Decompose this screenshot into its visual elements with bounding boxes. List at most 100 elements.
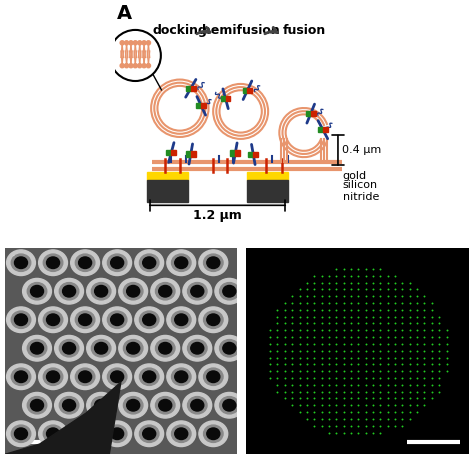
Bar xyxy=(311,111,316,116)
Circle shape xyxy=(183,279,212,304)
Circle shape xyxy=(103,250,132,275)
Circle shape xyxy=(142,41,146,45)
Circle shape xyxy=(110,314,124,325)
Circle shape xyxy=(75,368,95,386)
Bar xyxy=(166,150,171,155)
Circle shape xyxy=(43,368,63,386)
Circle shape xyxy=(46,428,60,440)
Circle shape xyxy=(143,314,156,325)
Circle shape xyxy=(55,279,83,304)
Circle shape xyxy=(207,257,220,269)
Circle shape xyxy=(75,311,95,328)
Circle shape xyxy=(79,371,91,382)
Circle shape xyxy=(43,425,63,442)
Text: B: B xyxy=(12,254,27,273)
Circle shape xyxy=(7,250,36,275)
Circle shape xyxy=(108,254,127,271)
Circle shape xyxy=(159,285,172,297)
Circle shape xyxy=(135,421,164,447)
Circle shape xyxy=(15,314,27,325)
Circle shape xyxy=(11,425,31,442)
Circle shape xyxy=(172,254,191,271)
Circle shape xyxy=(191,342,204,354)
Circle shape xyxy=(188,283,207,300)
Circle shape xyxy=(219,340,239,357)
Text: A: A xyxy=(117,4,132,22)
Circle shape xyxy=(27,397,47,414)
Circle shape xyxy=(119,336,147,361)
Circle shape xyxy=(63,285,75,297)
Text: fusion: fusion xyxy=(283,24,326,37)
Circle shape xyxy=(219,283,239,300)
Circle shape xyxy=(46,314,60,325)
Circle shape xyxy=(79,257,91,269)
Bar xyxy=(147,172,188,180)
Circle shape xyxy=(23,336,51,361)
Circle shape xyxy=(43,254,63,271)
Circle shape xyxy=(23,392,51,418)
Circle shape xyxy=(191,399,204,411)
Circle shape xyxy=(59,283,79,300)
Circle shape xyxy=(172,311,191,328)
Circle shape xyxy=(133,41,137,45)
Circle shape xyxy=(11,311,31,328)
Circle shape xyxy=(188,397,207,414)
Circle shape xyxy=(203,425,223,442)
Circle shape xyxy=(125,41,128,45)
Bar xyxy=(191,86,196,91)
Bar xyxy=(247,88,252,93)
Circle shape xyxy=(120,41,124,45)
Circle shape xyxy=(123,340,143,357)
Circle shape xyxy=(223,342,236,354)
Circle shape xyxy=(223,285,236,297)
Bar xyxy=(221,96,226,101)
Circle shape xyxy=(71,421,100,447)
Circle shape xyxy=(146,64,151,68)
Circle shape xyxy=(219,397,239,414)
Circle shape xyxy=(71,364,100,390)
Circle shape xyxy=(159,399,172,411)
Circle shape xyxy=(188,340,207,357)
Circle shape xyxy=(63,399,75,411)
Circle shape xyxy=(135,307,164,332)
Circle shape xyxy=(143,428,156,440)
Bar xyxy=(306,111,311,116)
Circle shape xyxy=(30,285,44,297)
Circle shape xyxy=(127,342,140,354)
Circle shape xyxy=(39,307,67,332)
Circle shape xyxy=(139,311,159,328)
Text: silicon
nitride: silicon nitride xyxy=(343,180,379,202)
Circle shape xyxy=(87,392,116,418)
Circle shape xyxy=(191,285,204,297)
Circle shape xyxy=(55,392,83,418)
Circle shape xyxy=(103,307,132,332)
Circle shape xyxy=(143,257,156,269)
Circle shape xyxy=(129,64,133,68)
Circle shape xyxy=(95,342,108,354)
Circle shape xyxy=(95,285,108,297)
Circle shape xyxy=(59,397,79,414)
Circle shape xyxy=(27,283,47,300)
Circle shape xyxy=(159,342,172,354)
Circle shape xyxy=(223,399,236,411)
Text: gold: gold xyxy=(343,171,367,181)
Bar xyxy=(226,96,230,101)
Circle shape xyxy=(7,364,36,390)
Circle shape xyxy=(87,336,116,361)
Circle shape xyxy=(175,257,188,269)
Circle shape xyxy=(39,250,67,275)
Circle shape xyxy=(15,257,27,269)
Circle shape xyxy=(172,368,191,386)
Circle shape xyxy=(137,41,142,45)
Circle shape xyxy=(123,283,143,300)
Circle shape xyxy=(127,285,140,297)
Circle shape xyxy=(139,425,159,442)
Circle shape xyxy=(55,336,83,361)
Bar xyxy=(247,180,288,202)
Circle shape xyxy=(183,392,212,418)
Circle shape xyxy=(127,399,140,411)
Text: 1.2 μm: 1.2 μm xyxy=(193,209,242,222)
Circle shape xyxy=(7,307,36,332)
Circle shape xyxy=(135,364,164,390)
Circle shape xyxy=(175,428,188,440)
